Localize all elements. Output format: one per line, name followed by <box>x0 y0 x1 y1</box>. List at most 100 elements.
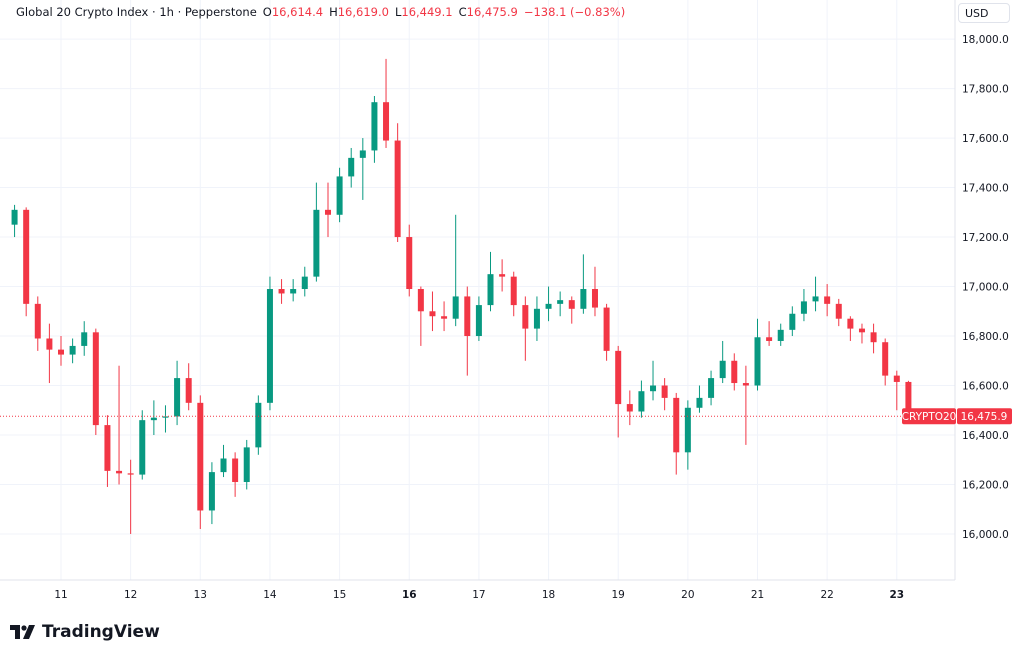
candle-down <box>835 298 842 327</box>
currency-button[interactable]: USD <box>958 3 1010 23</box>
candle-body <box>185 378 192 403</box>
candle-up <box>487 251 494 312</box>
candle-body <box>754 337 761 386</box>
high-label: H <box>329 5 338 19</box>
candle-down <box>464 286 471 376</box>
candle-up <box>557 291 564 317</box>
candle-up <box>719 340 726 384</box>
candle-body <box>835 303 842 319</box>
candle-body <box>359 150 366 158</box>
candle-body <box>766 337 773 341</box>
candle-body <box>452 296 459 319</box>
candle-body <box>208 472 215 511</box>
candle-down <box>824 284 831 317</box>
candle-body <box>162 416 169 418</box>
candle-body <box>731 360 738 384</box>
price-axis[interactable]: 16,000.0 16,200.0 16,400.0 16,600.0 16,800.0… <box>962 34 1009 541</box>
candle-body <box>290 289 297 294</box>
y-tick-label: 16,400.0 <box>962 430 1009 442</box>
candle-up <box>290 279 297 302</box>
x-tick-label: 17 <box>472 589 485 601</box>
candle-body <box>383 102 390 141</box>
candle-down <box>127 459 134 534</box>
low-value: 16,449.1 <box>401 5 453 19</box>
close-value: 16,475.9 <box>466 5 518 19</box>
candle-body <box>232 458 239 483</box>
candle-body <box>313 209 320 277</box>
candle-up <box>255 395 262 455</box>
candle-down <box>499 259 506 292</box>
high-value: 16,619.0 <box>337 5 389 19</box>
candle-down <box>46 323 53 384</box>
candle-body <box>464 296 471 337</box>
candle-up <box>150 400 157 435</box>
candle-body <box>58 349 64 355</box>
x-tick-label: 22 <box>820 589 833 601</box>
candle-body <box>661 385 668 398</box>
candle-body <box>139 420 146 475</box>
candle-body <box>905 381 912 417</box>
candle-up <box>452 214 459 327</box>
x-tick-label: 23 <box>889 589 904 601</box>
candle-body <box>568 300 575 309</box>
tradingview-logo-icon <box>10 625 35 639</box>
candle-up <box>371 96 378 163</box>
candle-body <box>893 375 900 382</box>
low-label: L <box>394 5 402 19</box>
ticker-label: CRYPTO20 <box>902 411 957 423</box>
time-axis[interactable]: 11 12 13 14 15 16 17 18 19 20 21 22 23 <box>54 589 904 601</box>
y-tick-label: 16,000.0 <box>962 529 1009 541</box>
candle-body <box>557 300 564 304</box>
candle-body <box>266 289 273 403</box>
x-tick-label: 11 <box>54 589 67 601</box>
candle-body <box>104 425 111 471</box>
candle-body <box>150 417 157 421</box>
candle-up <box>580 254 587 314</box>
y-tick-label: 18,000.0 <box>962 34 1009 46</box>
candle-down <box>417 286 424 346</box>
candle-body <box>708 378 715 398</box>
last-price-label: 16,475.9 <box>961 411 1008 423</box>
candle-body <box>800 301 807 314</box>
candle-down <box>882 338 889 386</box>
candle-body <box>696 397 703 408</box>
candle-up <box>220 444 227 478</box>
candle-body <box>626 404 633 412</box>
candle-body <box>23 209 30 304</box>
x-tick-label: 12 <box>124 589 137 601</box>
candle-up <box>777 323 784 346</box>
candle-up <box>139 410 146 480</box>
x-tick-label: 20 <box>681 589 694 601</box>
candle-up <box>684 400 691 470</box>
candle-down <box>510 271 517 317</box>
candle-body <box>127 473 134 475</box>
candle-up <box>348 147 355 188</box>
candle-down <box>893 370 900 411</box>
candle-body <box>92 332 99 426</box>
candle-body <box>603 307 610 351</box>
candle-body <box>429 311 436 317</box>
candle-down <box>278 279 285 304</box>
x-tick-label: 16 <box>402 589 417 601</box>
candle-body <box>394 140 401 238</box>
y-tick-label: 16,600.0 <box>962 381 1009 393</box>
candle-body <box>870 332 877 343</box>
candle-down <box>58 336 64 366</box>
candle-up <box>812 276 819 312</box>
candle-up <box>789 306 796 337</box>
candle-body <box>580 289 587 309</box>
candle-up <box>800 289 807 322</box>
candle-body <box>243 447 250 483</box>
candle-down <box>23 207 30 317</box>
x-tick-label: 13 <box>194 589 207 601</box>
candle-body <box>417 289 424 312</box>
candle-down <box>766 321 773 346</box>
candle-body <box>34 303 41 339</box>
tradingview-logo[interactable]: TradingView <box>10 622 160 642</box>
candle-up <box>174 360 181 426</box>
candle-up <box>545 286 552 322</box>
x-tick-label: 14 <box>263 589 277 601</box>
last-price-badge: CRYPTO20 16,475.9 <box>902 408 1012 425</box>
candle-down <box>104 415 111 487</box>
